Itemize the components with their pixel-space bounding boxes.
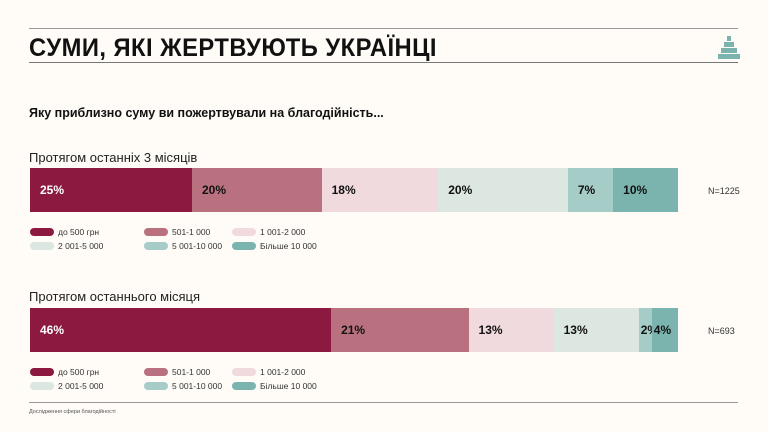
legend-item: 2 001-5 000 <box>30 241 103 251</box>
legend-item: 501-1 000 <box>144 367 210 377</box>
bar-segment-4: 20% <box>438 168 568 212</box>
stacked-bar-last-month: 46%21%13%13%2%4% <box>30 308 678 352</box>
legend-item: 501-1 000 <box>144 227 210 237</box>
top-rule <box>29 28 738 29</box>
legend-swatch <box>232 228 256 236</box>
legend-label: Більше 10 000 <box>260 381 317 391</box>
sample-size-last-month: N=693 <box>708 326 735 336</box>
legend-label: Більше 10 000 <box>260 241 317 251</box>
legend-label: 1 001-2 000 <box>260 227 306 237</box>
legend-swatch <box>144 368 168 376</box>
legend-swatch <box>30 382 54 390</box>
legend-swatch <box>30 228 54 236</box>
bar-segment-2: 21% <box>331 308 469 352</box>
legend-item: до 500 грн <box>30 227 99 237</box>
legend-label: до 500 грн <box>58 367 100 377</box>
legend-item: Більше 10 000 <box>232 241 317 251</box>
legend-label: 1 001-2 000 <box>260 367 306 377</box>
bar-segment-3: 18% <box>321 168 439 212</box>
legend-swatch <box>232 382 256 390</box>
section-title-3-months: Протягом останніх 3 місяців <box>29 150 198 165</box>
bar-segment-3: 13% <box>468 308 554 352</box>
legend-label: 5 001-10 000 <box>172 381 223 391</box>
section-title-last-month: Протягом останнього місяця <box>29 289 201 304</box>
bar-segment-6: 10% <box>613 168 678 212</box>
question-text: Яку приблизно суму ви пожертвували на бл… <box>29 106 384 120</box>
legend-item: 5 001-10 000 <box>144 381 222 391</box>
legend-item: 1 001-2 000 <box>232 367 305 377</box>
footer-rule <box>29 402 738 403</box>
legend-label: 501-1 000 <box>172 367 211 377</box>
bar-segment-6: 4% <box>651 308 678 352</box>
bar-segment-1: 46% <box>30 308 332 352</box>
legend-swatch <box>232 368 256 376</box>
page-title: СУМИ, ЯКІ ЖЕРТВУЮТЬ УКРАЇНЦІ <box>29 34 437 62</box>
legend-label: 5 001-10 000 <box>172 241 223 251</box>
legend-item: 2 001-5 000 <box>30 381 103 391</box>
legend-swatch <box>144 242 168 250</box>
sample-size-3-months: N=1225 <box>708 186 740 196</box>
legend-label: до 500 грн <box>58 227 100 237</box>
bar-segment-5: 2% <box>638 308 652 352</box>
bar-segment-1: 25% <box>30 168 192 212</box>
legend-swatch <box>30 368 54 376</box>
footer-source: Дослідження сфери благодійності <box>29 409 116 415</box>
legend-swatch <box>144 228 168 236</box>
legend-swatch <box>144 382 168 390</box>
legend-swatch <box>232 242 256 250</box>
legend-item: 5 001-10 000 <box>144 241 222 251</box>
bar-segment-5: 7% <box>567 168 614 212</box>
legend-swatch <box>30 242 54 250</box>
people-pyramid-logo-icon <box>718 36 740 59</box>
legend-item: 1 001-2 000 <box>232 227 305 237</box>
legend-item: Більше 10 000 <box>232 381 317 391</box>
title-rule <box>29 62 738 63</box>
legend-label: 2 001-5 000 <box>58 381 104 391</box>
legend-label: 2 001-5 000 <box>58 241 104 251</box>
bar-segment-2: 20% <box>192 168 322 212</box>
legend-3-months: до 500 грн 501-1 000 1 001-2 000 2 001-5 00… <box>30 227 350 261</box>
legend-item: до 500 грн <box>30 367 99 377</box>
legend-label: 501-1 000 <box>172 227 211 237</box>
bar-segment-4: 13% <box>553 308 639 352</box>
legend-last-month: до 500 грн 501-1 000 1 001-2 000 2 001-5 00… <box>30 367 350 401</box>
stacked-bar-3-months: 25% 20% 18% 20% 7% 10% <box>30 168 678 212</box>
